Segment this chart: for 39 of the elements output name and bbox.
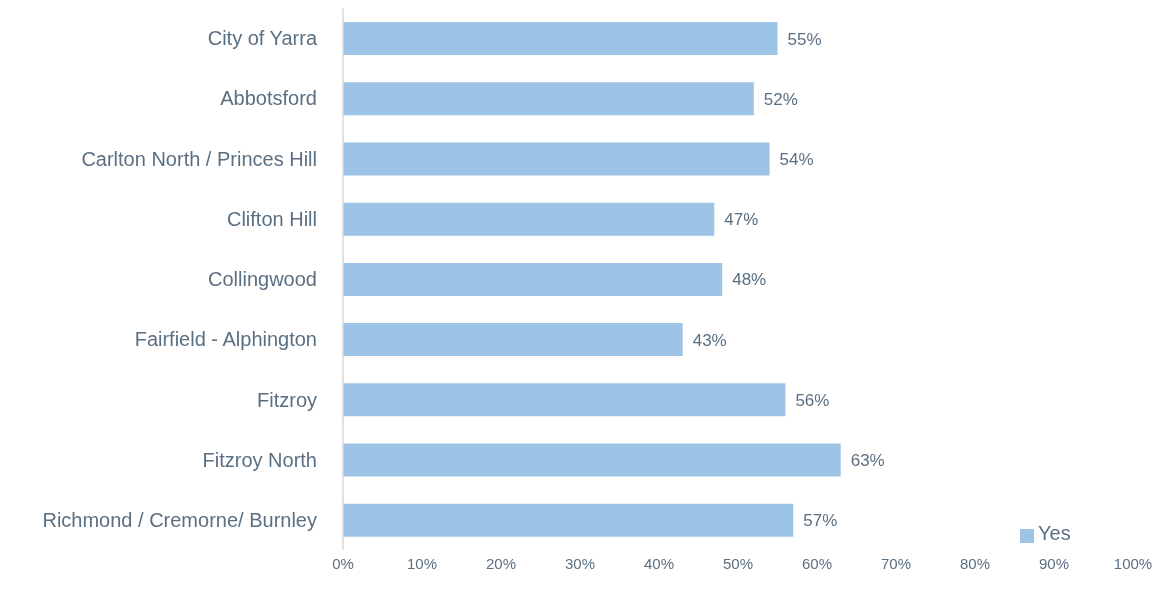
bar [343,262,723,296]
y-tick-label: Abbotsford [220,87,317,110]
y-tick-label: Fairfield - Alphington [134,328,317,351]
data-label: 57% [803,511,838,531]
x-tick-label: 40% [643,554,675,572]
bar [343,22,778,55]
data-label: 47% [724,210,759,230]
data-label: 48% [732,270,767,290]
x-tick-label: 20% [485,554,517,572]
x-tick-label: 60% [801,554,833,572]
x-tick-label: 70% [880,554,912,572]
x-tick-label: 100% [1113,554,1153,572]
x-tick-label: 0% [332,554,354,572]
bar [343,142,770,176]
x-tick-label: 50% [722,554,754,572]
x-tick-label: 90% [1038,554,1070,572]
bar [343,82,754,116]
x-tick-label: 10% [406,554,438,572]
data-label: 52% [763,89,798,109]
bar [343,503,794,537]
legend-label: Yes [1038,522,1071,544]
y-tick-label: Fitzroy [257,388,317,411]
bar [343,202,715,236]
data-label: 56% [795,390,830,410]
data-label: 63% [850,451,885,471]
y-tick-label: Carlton North / Princes Hill [81,147,317,170]
x-tick-label: 30% [564,554,596,572]
data-label: 43% [692,330,727,350]
x-tick-label: 80% [959,554,991,572]
bar [343,323,683,357]
data-label: 55% [787,29,822,49]
bar [343,443,841,477]
y-tick-label: Clifton Hill [226,207,317,230]
data-label: 54% [779,149,814,169]
bar [343,383,786,417]
y-tick-label: Richmond / Cremorne/ Burnley [42,508,317,531]
y-tick-label: Collingwood [208,268,317,291]
y-tick-label: Fitzroy North [202,448,317,471]
y-tick-label: City of Yarra [207,27,318,50]
